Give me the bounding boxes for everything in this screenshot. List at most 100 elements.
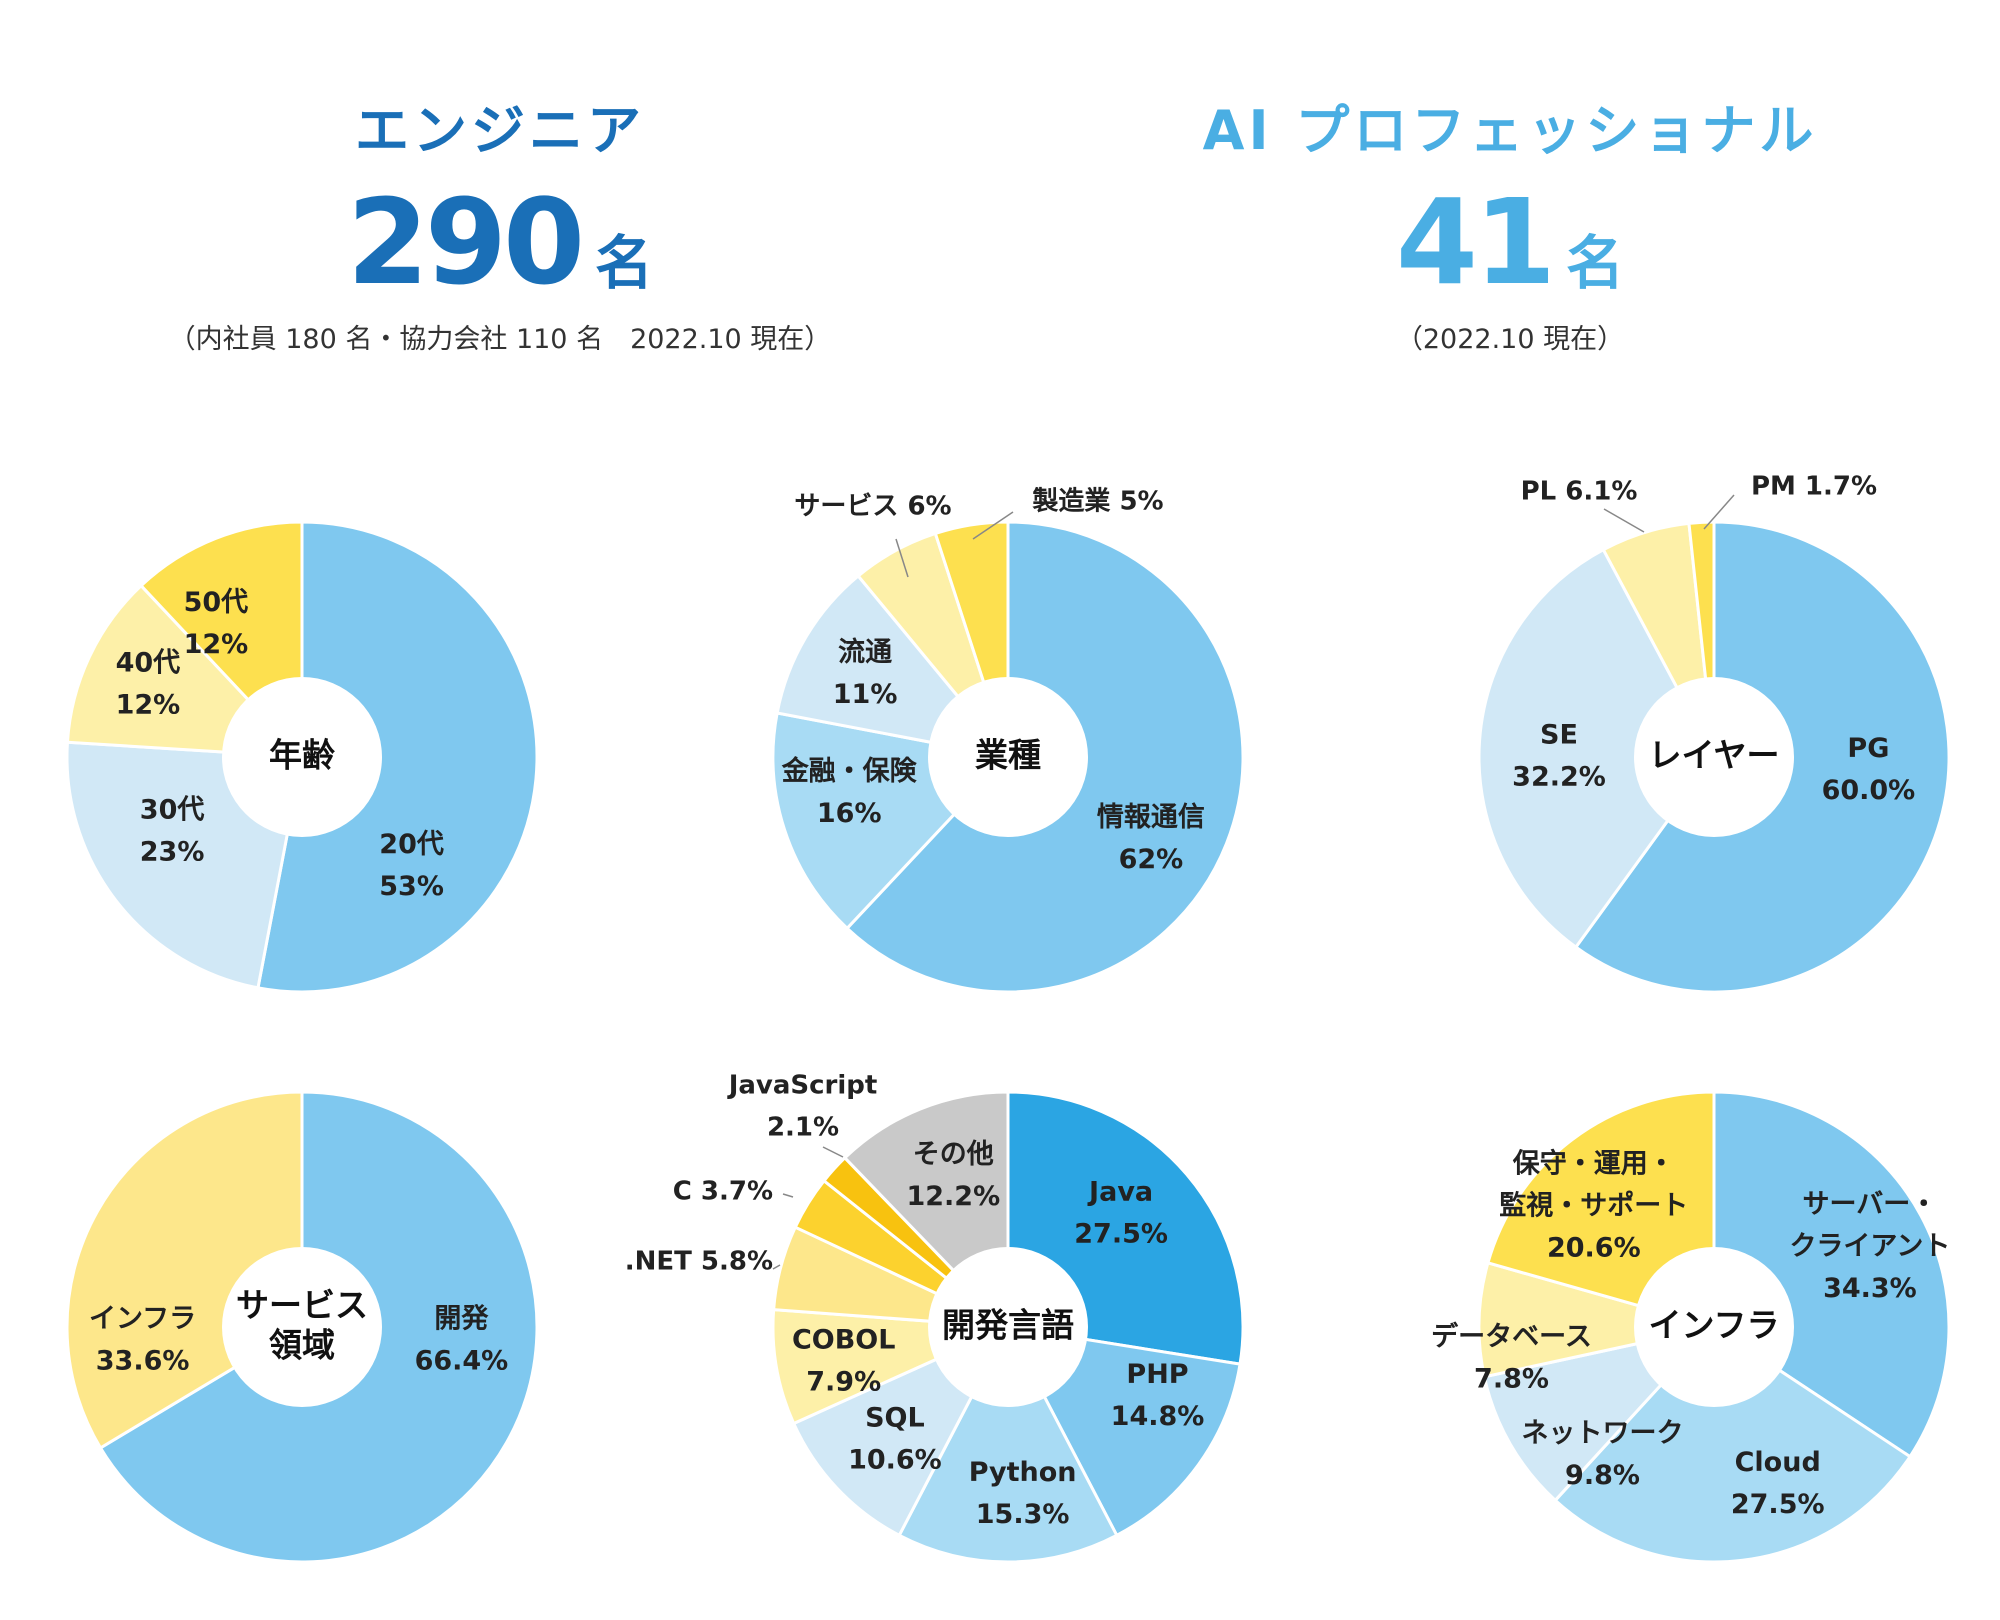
slice-label-infra-3-line: データベース bbox=[1431, 1321, 1592, 1353]
slice-label-industry-0: 情報通信 62% bbox=[1097, 802, 1205, 875]
slice-label-infra-4: 保守・運用・監視・サポート 20.6% bbox=[1499, 1147, 1688, 1263]
slice-label-infra-0-line: サーバー・ bbox=[1803, 1189, 1938, 1220]
center-label-line: インフラ bbox=[1648, 1306, 1779, 1345]
slice-label-language-8-line: その他 bbox=[913, 1139, 994, 1170]
slice-label-age-1-line: 23% bbox=[140, 837, 205, 868]
slice-label-infra-4-line: 保守・運用・ bbox=[1512, 1147, 1675, 1179]
slice-label-infra-2-line: 9.8% bbox=[1565, 1460, 1640, 1491]
center-label-line: レイヤー bbox=[1648, 736, 1779, 775]
engineer-count: 290 bbox=[346, 173, 585, 311]
leader-line-language-6 bbox=[782, 1193, 794, 1198]
center-label-industry: 業種 bbox=[975, 736, 1041, 775]
slice-infra-4 bbox=[1486, 1090, 1716, 1329]
slice-label-infra-0: サーバー・クライアント 34.3% bbox=[1789, 1189, 1950, 1304]
slice-label-language-2-line: Python bbox=[969, 1457, 1077, 1488]
slice-label-language-1: PHP 14.8% bbox=[1111, 1359, 1205, 1432]
slice-label-language-8-line: 12.2% bbox=[906, 1181, 1000, 1212]
slice-label-language-4-line: COBOL bbox=[792, 1324, 896, 1355]
slice-label-infra-4-line: 監視・サポート bbox=[1499, 1190, 1688, 1221]
slice-label-age-3-line: 12% bbox=[184, 629, 249, 660]
slice-age-0 bbox=[256, 520, 539, 994]
leader-line-language-7 bbox=[822, 1146, 844, 1158]
slice-label-language-0-line: 27.5% bbox=[1074, 1218, 1168, 1249]
callout-label-layer-3: PM 1.7% bbox=[1751, 472, 1877, 502]
slice-label-layer-0-line: 60.0% bbox=[1822, 775, 1916, 806]
slice-label-infra-0-line: 34.3% bbox=[1823, 1273, 1917, 1304]
slice-label-age-2-line: 12% bbox=[116, 690, 181, 721]
slice-label-language-2: Python 15.3% bbox=[969, 1457, 1077, 1530]
slice-label-language-0: Java 27.5% bbox=[1074, 1176, 1168, 1249]
leader-line-industry-3 bbox=[895, 538, 909, 578]
callout-label-industry-4-line: 製造業 5% bbox=[1032, 487, 1163, 517]
callout-label-language-5: .NET 5.8% bbox=[625, 1247, 773, 1277]
slice-label-service-1-line: インフラ bbox=[89, 1303, 196, 1334]
donut-hole-layer bbox=[1634, 677, 1794, 837]
slice-label-age-0-line: 53% bbox=[379, 871, 444, 902]
slice-label-service-1: インフラ 33.6% bbox=[89, 1303, 196, 1376]
leader-line-industry-4 bbox=[972, 511, 1014, 540]
donut-hole-industry bbox=[928, 677, 1088, 837]
callout-label-language-6: C 3.7% bbox=[673, 1177, 773, 1207]
engineer-unit: 名 bbox=[595, 229, 654, 297]
slice-label-industry-0-line: 62% bbox=[1119, 844, 1184, 875]
slice-label-industry-1: 金融・保険 16% bbox=[781, 755, 918, 829]
donut-hole-infra bbox=[1634, 1247, 1794, 1407]
slice-label-language-4: COBOL 7.9% bbox=[792, 1324, 896, 1397]
slice-label-service-0-line: 66.4% bbox=[415, 1345, 509, 1376]
callout-label-industry-4: 製造業 5% bbox=[1032, 487, 1163, 517]
donut-hole-language bbox=[928, 1247, 1088, 1407]
slice-label-infra-2: ネットワーク 9.8% bbox=[1522, 1418, 1684, 1491]
slice-label-layer-1-line: 32.2% bbox=[1512, 762, 1606, 793]
slice-label-language-8: その他 12.2% bbox=[906, 1139, 1000, 1212]
slice-label-infra-1-line: Cloud bbox=[1735, 1447, 1821, 1478]
slice-label-infra-0-line: クライアント bbox=[1789, 1231, 1950, 1262]
slice-label-layer-1: SE 32.2% bbox=[1512, 720, 1606, 793]
engineer-title: エンジニア bbox=[355, 99, 645, 162]
slice-label-industry-2: 流通 11% bbox=[833, 637, 898, 710]
callout-label-language-7-line: 2.1% bbox=[767, 1113, 839, 1143]
callout-label-layer-2-line: PL 6.1% bbox=[1521, 477, 1638, 507]
ai-professional-stat: AI プロフェッショナル 41 名 （2022.10 現在） bbox=[1130, 86, 1890, 356]
center-label-language: 開発言語 bbox=[942, 1306, 1074, 1345]
ai-count: 41 bbox=[1395, 173, 1556, 311]
chart-language: 開発言語 Java 27.5% PHP 14.8% Python 15.3% SQL 10.6%… bbox=[625, 1071, 1245, 1564]
slice-label-layer-1-line: SE bbox=[1540, 720, 1578, 751]
slice-label-industry-1-line: 16% bbox=[817, 798, 882, 829]
donut-hole-age bbox=[222, 677, 382, 837]
slice-label-service-0: 開発 66.4% bbox=[415, 1303, 509, 1376]
slice-label-service-1-line: 33.6% bbox=[96, 1345, 190, 1376]
chart-layer: レイヤー PG 60.0% SE 32.2% PL 6.1% PM 1.7% bbox=[1477, 472, 1951, 994]
slice-label-infra-3: データベース 7.8% bbox=[1431, 1321, 1592, 1395]
slice-label-language-0-line: Java bbox=[1087, 1176, 1153, 1207]
center-label-age: 年齢 bbox=[269, 736, 335, 775]
slice-label-industry-1-line: 金融・保険 bbox=[781, 755, 918, 787]
callout-label-language-5-line: .NET 5.8% bbox=[625, 1247, 773, 1277]
slice-label-language-4-line: 7.9% bbox=[806, 1366, 881, 1397]
slice-label-layer-0-line: PG bbox=[1847, 733, 1889, 764]
slice-label-language-3: SQL 10.6% bbox=[848, 1403, 942, 1476]
slice-label-industry-0-line: 情報通信 bbox=[1097, 802, 1205, 833]
callout-label-language-7: JavaScript 2.1% bbox=[727, 1071, 878, 1143]
engineer-count-row: 290 名 bbox=[130, 173, 870, 311]
callout-label-industry-3: サービス 6% bbox=[794, 492, 951, 522]
chart-infra: インフラ サーバー・クライアント 34.3% Cloud 27.5% ネットワーク 9.8%… bbox=[1431, 1090, 1951, 1564]
center-label-line: 領域 bbox=[269, 1326, 335, 1365]
callout-label-language-6-line: C 3.7% bbox=[673, 1177, 773, 1207]
callout-label-language-7-line: JavaScript bbox=[727, 1071, 878, 1101]
slice-label-language-3-line: SQL bbox=[865, 1403, 925, 1434]
slice-label-age-3-line: 50代 bbox=[184, 587, 249, 618]
slice-label-infra-1-line: 27.5% bbox=[1731, 1489, 1825, 1520]
ai-note: （2022.10 現在） bbox=[1395, 324, 1625, 355]
slice-label-infra-1: Cloud 27.5% bbox=[1731, 1447, 1825, 1520]
slice-label-age-1-line: 30代 bbox=[140, 795, 205, 826]
slice-language-2 bbox=[897, 1323, 1119, 1564]
engineer-note: （内社員 180 名・協力会社 110 名 2022.10 現在） bbox=[168, 324, 832, 355]
slice-label-age-2-line: 40代 bbox=[116, 648, 181, 679]
slice-infra-1 bbox=[1553, 1325, 1913, 1564]
